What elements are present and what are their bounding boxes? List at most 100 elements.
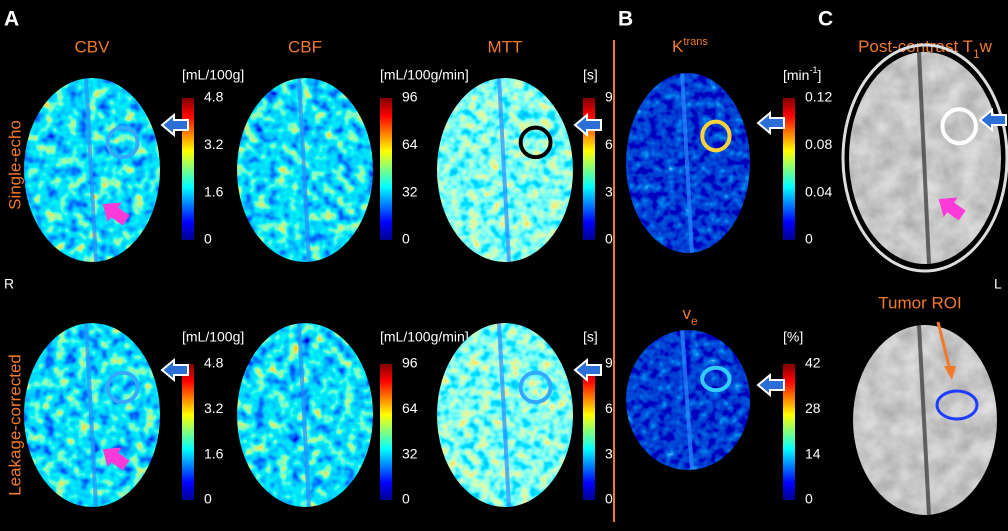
pointer-arrow (938, 197, 966, 221)
pointer-arrow (756, 110, 785, 136)
midline (84, 323, 98, 507)
map-title: CBF (288, 37, 322, 56)
pointer-arrow (160, 112, 189, 138)
midline (497, 323, 511, 507)
midline (917, 325, 931, 515)
panel-label: A (4, 8, 19, 31)
row-label: Leakage-corrected (5, 354, 24, 496)
unit-label-end: ] (818, 67, 822, 83)
lesion (518, 370, 553, 405)
colorbar-tick-label: 3 (605, 445, 613, 461)
colorbar (182, 98, 194, 240)
colorbar-tick-label: 6 (605, 136, 613, 152)
map-title-base: v (682, 304, 691, 323)
colorbar (380, 98, 392, 240)
side-label: R (4, 276, 14, 292)
colorbar (783, 98, 795, 240)
map-title-end: w (979, 37, 993, 56)
colorbar-tick-label: 64 (402, 136, 418, 152)
map-title-sup: trans (683, 36, 708, 48)
skull (841, 43, 1008, 273)
brain-map (849, 52, 1001, 264)
pointer-arrow (102, 447, 130, 471)
colorbar-tick-label: 0.04 (805, 183, 832, 199)
colorbar-tick-label: 1.6 (204, 183, 224, 199)
map-title-sub: 1 (973, 47, 980, 61)
panel-label: C (818, 8, 833, 31)
brain-map (237, 78, 373, 262)
midline (497, 78, 511, 262)
unit-label: [min-1] (783, 65, 821, 82)
colorbar-tick-label: 0 (402, 491, 410, 507)
colorbar-tick-label: 9 (605, 89, 613, 105)
lesion (105, 125, 140, 160)
colorbar-tick-label: 0 (805, 491, 813, 507)
unit-label: [mL/100g] (182, 329, 244, 345)
colorbar-tick-label: 1.6 (204, 445, 224, 461)
brain-map (24, 323, 160, 507)
colorbar (583, 364, 595, 500)
colorbar (380, 364, 392, 500)
colorbar-tick-label: 0.08 (805, 136, 832, 152)
map-title-base: K (672, 37, 684, 56)
colorbar-tick-label: 0.12 (805, 89, 832, 105)
midline (297, 78, 311, 262)
colorbar-tick-label: 96 (402, 355, 418, 371)
row-label: Single-echo (5, 120, 24, 210)
colorbar-tick-label: 28 (805, 400, 821, 416)
midline (680, 73, 694, 253)
lesion (518, 125, 553, 160)
map-title-sub: e (691, 314, 698, 328)
roi-outline (935, 389, 979, 421)
unit-label-base: [min (783, 67, 809, 83)
brain-map (626, 73, 750, 253)
colorbar-tick-label: 4.8 (204, 89, 224, 105)
pointer-arrow (756, 372, 785, 398)
colorbar-tick-label: 14 (805, 445, 821, 461)
map-title: Ktrans (672, 36, 708, 57)
lesion (700, 119, 732, 153)
colorbar-tick-label: 42 (805, 355, 821, 371)
roi-arrow (936, 321, 952, 371)
lesion (700, 365, 732, 393)
map-title: CBV (75, 37, 111, 56)
brain-map (237, 323, 373, 507)
colorbar-tick-label: 3 (605, 183, 613, 199)
roi-arrow-head (944, 366, 956, 380)
pointer-arrow (978, 107, 1007, 133)
unit-label-sup: -1 (809, 65, 817, 75)
colorbar (182, 364, 194, 500)
pointer-arrow (573, 112, 602, 138)
colorbar-tick-label: 0 (402, 231, 410, 247)
pointer-arrow (573, 357, 602, 383)
colorbar-tick-label: 32 (402, 183, 418, 199)
midline (84, 78, 98, 262)
brain-map (437, 78, 573, 262)
pointer-arrow (160, 357, 189, 383)
brain-map (24, 78, 160, 262)
lesion (940, 107, 978, 146)
unit-label: [%] (783, 329, 803, 345)
colorbar-tick-label: 3.2 (204, 136, 224, 152)
roi-label: Tumor ROI (878, 293, 961, 312)
map-title: ve (682, 304, 698, 328)
pointer-arrow (102, 202, 130, 226)
map-title: MTT (488, 37, 523, 56)
midline (917, 52, 931, 264)
colorbar-tick-label: 0 (605, 491, 613, 507)
colorbar-tick-label: 0 (605, 231, 613, 247)
brain-map (853, 325, 997, 515)
unit-label: [mL/100g/min] (380, 67, 469, 83)
colorbar-tick-label: 6 (605, 400, 613, 416)
midline (680, 330, 694, 470)
colorbar (783, 364, 795, 500)
colorbar-tick-label: 9 (605, 355, 613, 371)
midline (297, 323, 311, 507)
panel-label: B (618, 8, 633, 31)
unit-label: [s] (583, 67, 598, 83)
unit-label: [mL/100g] (182, 67, 244, 83)
colorbar-tick-label: 0 (805, 231, 813, 247)
colorbar-tick-label: 3.2 (204, 400, 224, 416)
unit-label: [s] (583, 329, 598, 345)
